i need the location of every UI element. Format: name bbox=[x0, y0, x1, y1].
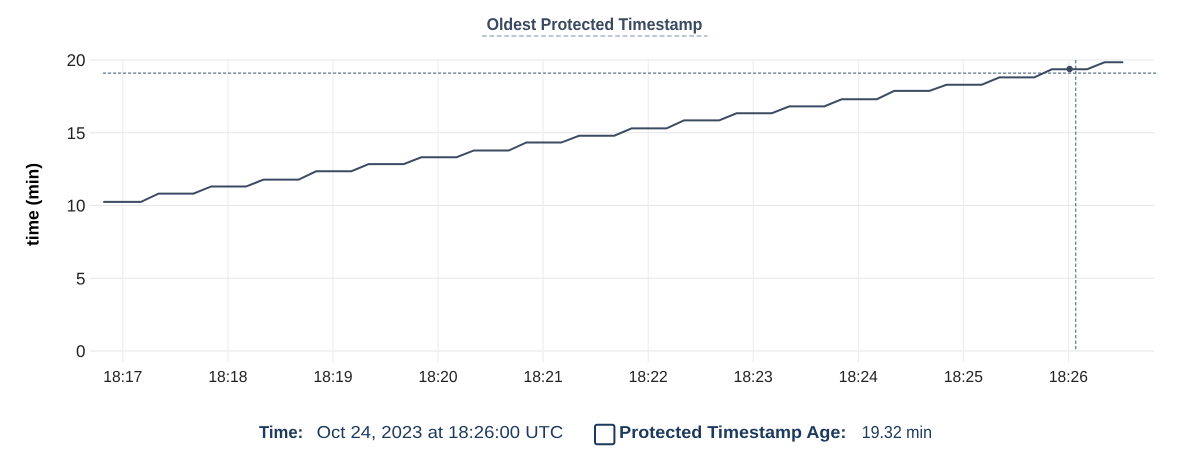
svg-text:Protected Timestamp Age:: Protected Timestamp Age: bbox=[619, 422, 846, 442]
svg-text:Time:: Time: bbox=[259, 422, 303, 442]
svg-text:19.32 min: 19.32 min bbox=[862, 422, 932, 442]
svg-text:18:24: 18:24 bbox=[839, 369, 878, 386]
svg-text:20: 20 bbox=[67, 51, 86, 70]
svg-text:5: 5 bbox=[76, 270, 85, 289]
svg-text:18:22: 18:22 bbox=[629, 369, 668, 386]
svg-text:18:21: 18:21 bbox=[524, 369, 563, 386]
svg-text:18:20: 18:20 bbox=[418, 369, 457, 386]
svg-text:18:26: 18:26 bbox=[1049, 369, 1088, 386]
svg-text:Oct 24, 2023 at 18:26:00 UTC: Oct 24, 2023 at 18:26:00 UTC bbox=[317, 422, 564, 442]
svg-text:18:17: 18:17 bbox=[103, 369, 142, 386]
svg-text:18:19: 18:19 bbox=[313, 369, 352, 386]
svg-text:10: 10 bbox=[67, 197, 86, 216]
svg-text:time (min): time (min) bbox=[23, 163, 43, 246]
svg-text:Oldest Protected Timestamp: Oldest Protected Timestamp bbox=[487, 15, 703, 34]
svg-text:18:23: 18:23 bbox=[734, 369, 773, 386]
svg-text:18:18: 18:18 bbox=[208, 369, 247, 386]
svg-text:0: 0 bbox=[76, 342, 85, 361]
svg-text:15: 15 bbox=[67, 124, 86, 143]
svg-text:18:25: 18:25 bbox=[944, 369, 983, 386]
